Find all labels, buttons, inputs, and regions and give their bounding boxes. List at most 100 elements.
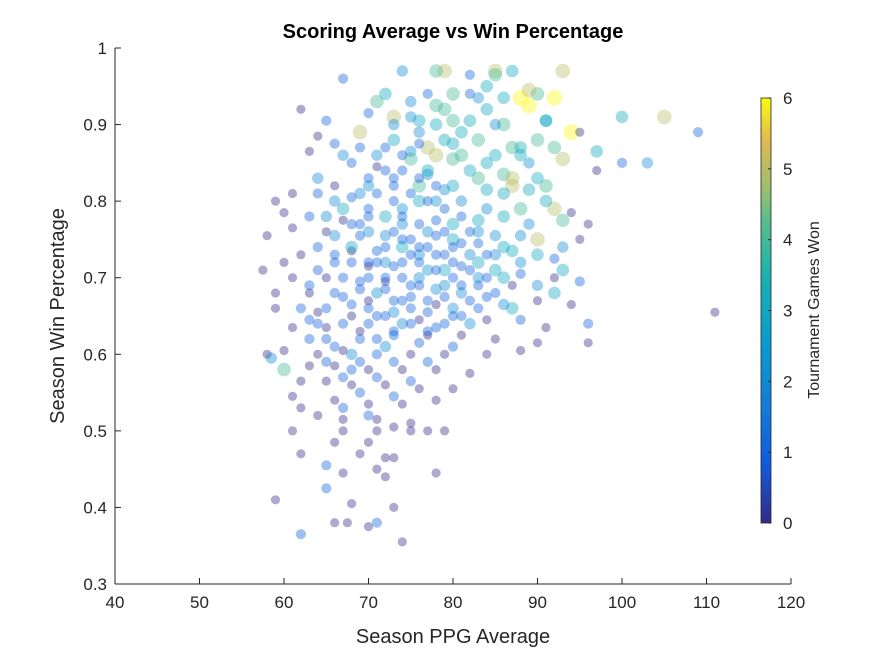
data-point xyxy=(498,298,510,311)
data-point xyxy=(342,518,352,528)
x-ticks: 40 50 60 70 80 90 100 110 120 xyxy=(106,578,805,612)
y-axis-title: Season Win Percentage xyxy=(47,208,69,424)
data-point xyxy=(447,302,459,314)
data-point xyxy=(363,108,374,119)
data-point xyxy=(421,164,435,177)
data-point xyxy=(657,109,672,125)
data-point xyxy=(497,187,511,200)
data-point xyxy=(489,229,501,242)
data-point xyxy=(362,180,375,192)
data-point xyxy=(497,210,511,223)
data-point xyxy=(396,203,408,215)
data-point xyxy=(396,240,409,254)
data-point xyxy=(287,223,298,233)
data-point xyxy=(489,263,502,277)
data-point xyxy=(387,133,401,147)
data-point xyxy=(396,318,408,330)
data-point xyxy=(329,195,341,207)
data-point xyxy=(279,208,289,218)
data-point xyxy=(438,263,451,277)
colorbar-tick-label: 3 xyxy=(783,302,792,321)
data-point xyxy=(532,296,543,306)
data-point xyxy=(531,248,544,261)
data-point xyxy=(371,517,382,528)
data-point xyxy=(422,88,433,99)
data-point xyxy=(258,265,268,275)
data-point xyxy=(313,349,323,359)
data-point xyxy=(514,141,527,154)
data-point xyxy=(522,183,536,196)
data-point xyxy=(372,426,382,436)
data-point xyxy=(489,118,501,131)
data-point xyxy=(388,226,399,237)
data-point xyxy=(380,453,390,463)
data-point xyxy=(463,164,477,177)
data-point xyxy=(388,261,399,272)
data-point xyxy=(507,280,517,290)
data-point xyxy=(405,376,416,387)
data-point xyxy=(480,80,494,93)
data-point xyxy=(380,272,391,283)
data-point xyxy=(439,291,450,302)
data-point xyxy=(505,302,519,315)
data-point xyxy=(439,249,450,260)
data-point xyxy=(345,348,358,360)
data-point xyxy=(397,150,408,161)
data-point xyxy=(446,137,460,150)
data-point xyxy=(471,171,486,185)
data-point xyxy=(431,322,442,333)
data-point xyxy=(313,307,323,317)
data-point xyxy=(363,257,374,268)
data-point xyxy=(406,349,416,359)
data-point xyxy=(556,263,570,277)
data-point xyxy=(472,256,485,269)
data-point xyxy=(480,183,494,196)
data-point xyxy=(371,333,382,345)
data-point xyxy=(287,391,298,401)
data-point xyxy=(456,280,467,291)
data-point xyxy=(352,124,368,140)
data-point xyxy=(370,94,384,109)
data-point xyxy=(295,529,306,540)
data-point xyxy=(431,180,442,191)
data-point xyxy=(389,422,399,432)
data-point xyxy=(265,352,277,364)
data-point xyxy=(497,91,511,105)
data-point xyxy=(414,315,424,325)
data-point xyxy=(296,403,306,413)
data-point xyxy=(262,231,272,241)
data-point xyxy=(539,114,553,127)
data-point xyxy=(363,410,374,421)
data-point xyxy=(473,303,484,314)
data-point xyxy=(371,188,382,199)
data-point xyxy=(446,113,460,128)
data-point xyxy=(380,242,391,253)
data-point xyxy=(523,218,535,230)
data-point xyxy=(455,287,468,299)
data-point xyxy=(431,230,442,241)
data-point xyxy=(405,291,416,302)
data-point xyxy=(371,245,382,256)
data-point xyxy=(296,376,306,386)
data-point xyxy=(338,426,348,436)
data-point xyxy=(330,361,340,371)
data-point xyxy=(397,211,408,222)
data-point xyxy=(463,114,477,127)
data-point xyxy=(396,65,408,77)
data-point xyxy=(397,365,407,375)
data-point xyxy=(296,104,306,114)
data-point xyxy=(563,124,580,141)
data-point xyxy=(338,73,349,84)
data-point xyxy=(388,330,399,341)
data-point xyxy=(321,273,331,283)
data-point xyxy=(490,334,500,344)
data-point xyxy=(489,249,501,261)
data-point xyxy=(472,226,484,238)
data-point xyxy=(513,202,528,216)
data-point xyxy=(336,202,350,216)
data-point xyxy=(346,299,357,310)
data-point xyxy=(530,232,545,247)
data-point xyxy=(447,257,459,268)
y-tick-label: 0.3 xyxy=(83,575,107,594)
data-point xyxy=(347,311,357,321)
